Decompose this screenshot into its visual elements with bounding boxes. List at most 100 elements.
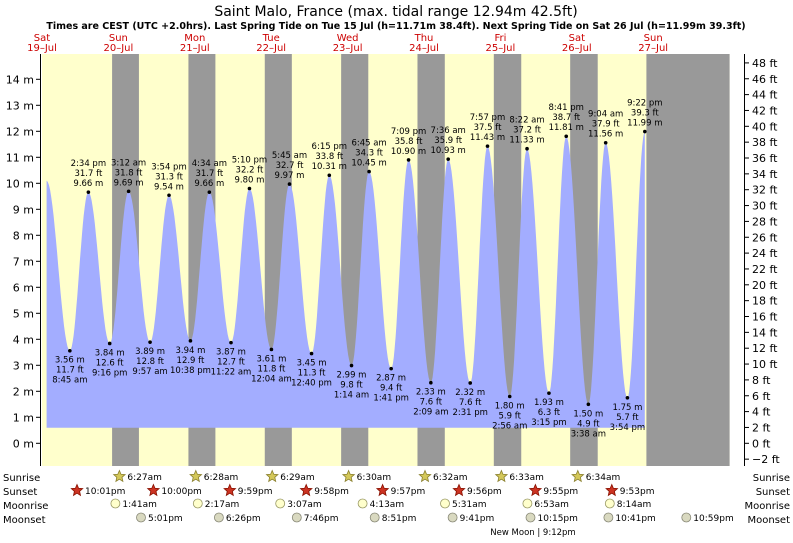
tide-ft-label: 34.3 ft bbox=[355, 149, 383, 159]
tide-point bbox=[525, 146, 529, 151]
tide-height-label: 3.84 m bbox=[95, 348, 125, 358]
day-label-date: 25–Jul bbox=[486, 43, 516, 54]
sunrise-icon bbox=[189, 469, 203, 483]
y-tick-label-right: 6 ft bbox=[752, 390, 771, 403]
moonset-icon bbox=[369, 512, 380, 523]
y-tick-label-right: 22 ft bbox=[752, 263, 778, 276]
tide-time-label: 2:09 am bbox=[413, 408, 448, 418]
moonrise-icon bbox=[357, 498, 368, 509]
tide-ft-label: 11.3 ft bbox=[298, 369, 326, 379]
tide-height-label: 2.87 m bbox=[376, 374, 406, 384]
tide-height-label: 2.32 m bbox=[455, 388, 485, 398]
tide-height-label: 10.31 m bbox=[312, 162, 347, 172]
tide-point bbox=[229, 340, 233, 345]
y-tick-label-right: −2 ft bbox=[752, 453, 780, 466]
day-label-dow: Tue bbox=[262, 33, 280, 44]
tide-height-label: 11.99 m bbox=[627, 119, 662, 129]
y-tick-label-right: 0 ft bbox=[752, 437, 771, 450]
tide-ft-label: 11.7 ft bbox=[56, 366, 84, 376]
astro-rows: Sunrise Sunset Moonrise Moonset Sunrise … bbox=[3, 473, 790, 538]
sunset-icon bbox=[223, 483, 237, 497]
day-label-date: 20–Jul bbox=[104, 43, 134, 54]
y-tick-label-right: 12 ft bbox=[752, 342, 778, 355]
tide-point bbox=[349, 363, 354, 368]
y-tick-label-right: 40 ft bbox=[752, 120, 778, 133]
tide-ft-label: 35.8 ft bbox=[395, 137, 423, 147]
tide-point bbox=[247, 186, 252, 191]
tide-ft-label: 37.5 ft bbox=[474, 123, 502, 133]
y-tick-label-right: 42 ft bbox=[752, 104, 778, 117]
tide-point bbox=[547, 391, 551, 395]
moonrise-time: 8:14am bbox=[617, 500, 652, 510]
moonset-row-label-right: Moonset bbox=[748, 515, 791, 526]
moonrise-row-label-left: Moonrise bbox=[3, 501, 48, 512]
sunrise-icon bbox=[418, 469, 432, 483]
y-tick-label-right: 34 ft bbox=[752, 168, 778, 181]
moonset-icon bbox=[213, 512, 224, 523]
moonset-icon bbox=[136, 512, 146, 523]
moon-phase-label: New Moon | 9:12pm bbox=[490, 528, 575, 538]
sunset-time: 10:01pm bbox=[85, 487, 125, 497]
tide-height-label: 2.33 m bbox=[416, 388, 446, 398]
moonrise-icon bbox=[522, 498, 533, 509]
tide-time-label: 9:22 pm bbox=[627, 99, 662, 109]
sunset-time: 9:59pm bbox=[238, 487, 273, 497]
tide-height-label: 10.45 m bbox=[351, 159, 386, 169]
tide-height-label: 3.56 m bbox=[55, 356, 85, 366]
day-label-dow: Wed bbox=[337, 33, 359, 44]
tide-curve bbox=[46, 131, 645, 428]
moonset-icon bbox=[291, 512, 302, 523]
tide-height-label: 9.66 m bbox=[194, 179, 224, 189]
moonset-time: 5:01pm bbox=[148, 514, 183, 524]
moonset-time: 7:46pm bbox=[304, 514, 339, 524]
y-tick-label-right: 10 ft bbox=[752, 358, 778, 371]
tide-point bbox=[207, 190, 212, 194]
moonset-time: 8:51pm bbox=[382, 514, 417, 524]
day-label-date: 23–Jul bbox=[333, 43, 363, 54]
tide-point bbox=[429, 380, 433, 385]
day-label-date: 26–Jul bbox=[562, 43, 592, 54]
day-label-dow: Sat bbox=[569, 33, 585, 44]
tide-time-label: 1:14 am bbox=[334, 391, 369, 401]
sunset-time: 9:56pm bbox=[467, 487, 502, 497]
tide-point bbox=[643, 129, 647, 134]
tide-ft-label: 9.4 ft bbox=[380, 384, 403, 394]
tide-ft-label: 7.6 ft bbox=[459, 398, 482, 408]
tide-ft-label: 31.7 ft bbox=[74, 169, 102, 179]
night-band bbox=[646, 54, 730, 466]
tide-ft-label: 31.3 ft bbox=[155, 172, 183, 182]
y-tick-label-right: 18 ft bbox=[752, 295, 778, 308]
y-tick-label-left: 6 m bbox=[13, 281, 34, 294]
tide-point bbox=[86, 190, 91, 194]
sunrise-time: 6:27am bbox=[127, 473, 161, 483]
moonrise-icon bbox=[604, 498, 615, 509]
tide-ft-label: 7.6 ft bbox=[420, 398, 443, 408]
tide-point bbox=[309, 351, 314, 356]
tide-point bbox=[269, 347, 274, 352]
tide-ft-label: 5.9 ft bbox=[499, 412, 522, 422]
moonset-time: 10:15pm bbox=[538, 514, 578, 524]
tide-ft-label: 32.7 ft bbox=[276, 161, 304, 171]
sunset-row-label-right: Sunset bbox=[756, 487, 790, 498]
tide-point bbox=[367, 169, 371, 174]
tide-point bbox=[603, 140, 608, 145]
moonrise-icon bbox=[192, 498, 203, 509]
y-tick-label-left: 2 m bbox=[13, 385, 34, 398]
tide-height-label: 1.50 m bbox=[573, 409, 603, 419]
moonset-row-label-left: Moonset bbox=[3, 515, 46, 526]
tide-height-label: 11.56 m bbox=[588, 130, 623, 140]
tide-time-label: 3:54 pm bbox=[151, 162, 186, 172]
y-tick-label-right: 48 ft bbox=[752, 57, 778, 70]
sunrise-time: 6:33am bbox=[509, 473, 544, 483]
tide-ft-label: 9.8 ft bbox=[340, 381, 363, 391]
tide-time-label: 2:31 pm bbox=[452, 408, 487, 418]
sunrise-icon bbox=[571, 469, 585, 483]
tide-time-label: 4:34 am bbox=[192, 159, 227, 169]
tide-point bbox=[167, 193, 171, 198]
tide-time-label: 9:16 pm bbox=[92, 368, 127, 378]
tide-point bbox=[564, 134, 569, 139]
moonrise-icon bbox=[110, 498, 121, 509]
tide-ft-label: 35.9 ft bbox=[434, 136, 462, 146]
